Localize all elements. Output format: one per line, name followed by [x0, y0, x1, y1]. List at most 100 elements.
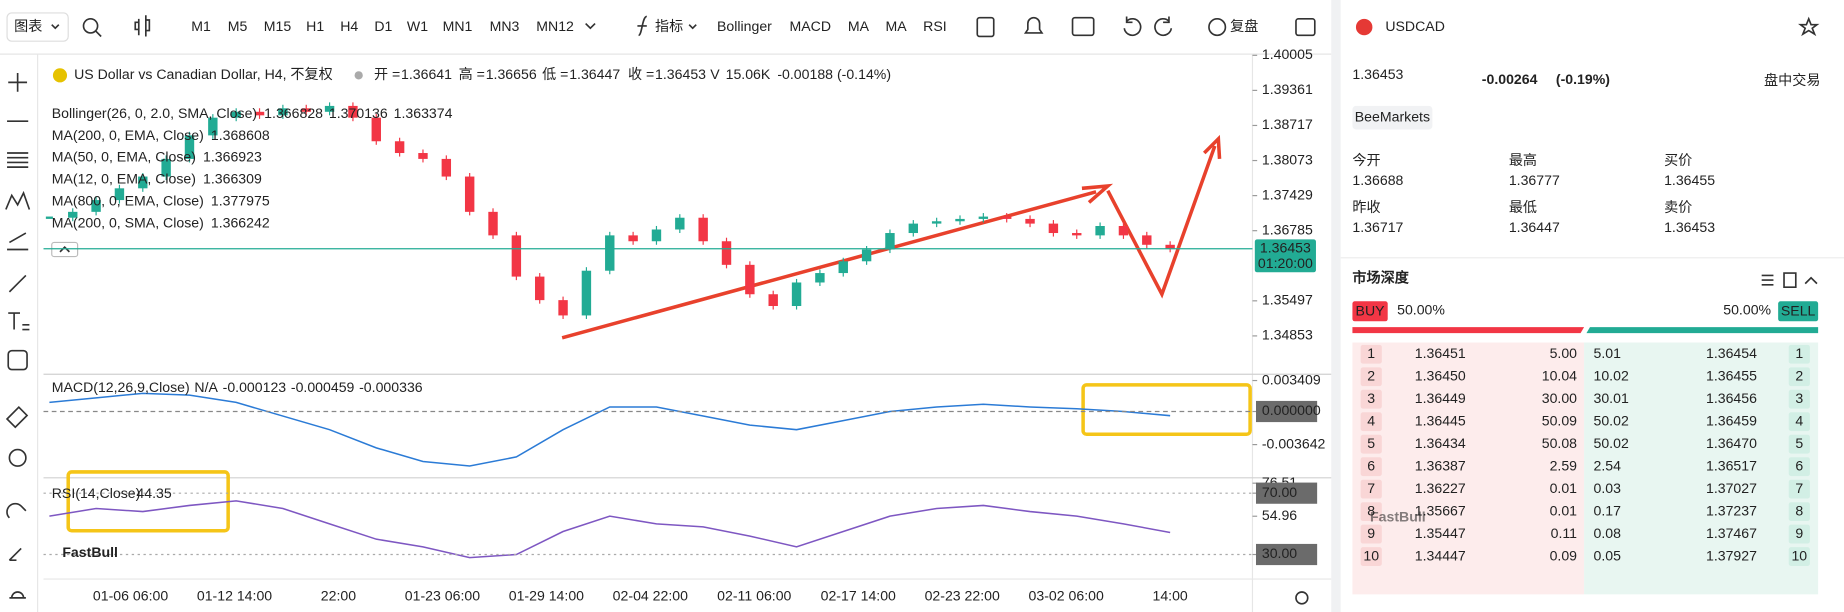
- symbol: USDCAD: [1385, 18, 1445, 34]
- ruler-tool[interactable]: [5, 406, 29, 429]
- lock-tool[interactable]: [8, 547, 22, 562]
- dropdown-icon[interactable]: [585, 22, 596, 30]
- indicator-button[interactable]: MA: [886, 18, 908, 34]
- brush-tool[interactable]: [8, 274, 27, 293]
- timeframe-button[interactable]: MN3: [490, 18, 520, 34]
- emoji-tool[interactable]: [7, 349, 28, 371]
- timeframe-button[interactable]: W1: [407, 18, 428, 34]
- y-tick-label: 1.39361: [1262, 81, 1313, 97]
- indicator-value: 1.366828: [264, 105, 323, 121]
- ask-price: 1.36517: [1706, 457, 1757, 473]
- bid-price: 1.36449: [1415, 390, 1466, 406]
- timeframe-button[interactable]: MN1: [443, 18, 473, 34]
- price: 1.36453: [1352, 66, 1403, 82]
- bid-index: 7: [1367, 480, 1375, 496]
- crosshair-tool[interactable]: [8, 72, 28, 92]
- chart-menu[interactable]: 图表: [14, 18, 42, 34]
- index-box: [1360, 502, 1382, 522]
- ask-price: 1.36455: [1706, 367, 1757, 383]
- indicator-button[interactable]: MACD: [790, 18, 832, 34]
- indicator-button[interactable]: Bollinger: [717, 18, 772, 34]
- trash-tool[interactable]: [9, 591, 26, 599]
- index-box: [1788, 412, 1810, 432]
- ask-price: 1.36456: [1706, 390, 1757, 406]
- magnet-tool[interactable]: [6, 502, 27, 519]
- timeframe-button[interactable]: H4: [340, 18, 358, 34]
- favorite-icon[interactable]: [1798, 16, 1820, 37]
- indicator-button[interactable]: RSI: [923, 18, 947, 34]
- sell-pct: 50.00%: [1723, 301, 1771, 317]
- timeframe-button[interactable]: H1: [306, 18, 324, 34]
- timeframe-button[interactable]: M1: [191, 18, 211, 34]
- y-tick-label: 70.00: [1262, 484, 1297, 500]
- index-box: [1360, 367, 1382, 387]
- pane-value: -0.000336: [359, 379, 423, 395]
- bid-price: 1.36387: [1415, 457, 1466, 473]
- bid-volume: 30.00: [1542, 390, 1577, 406]
- y-tick-label: 54.96: [1262, 507, 1297, 523]
- search-icon: [94, 30, 102, 38]
- change: -0.00264: [1482, 71, 1538, 87]
- fib-tool[interactable]: [7, 152, 29, 168]
- candle: [441, 158, 452, 177]
- settings-icon[interactable]: [1295, 591, 1309, 605]
- candle-type-icon[interactable]: [134, 15, 151, 37]
- index-box: [1788, 367, 1810, 387]
- alert-icon[interactable]: [1023, 16, 1044, 34]
- ask-index: 1: [1795, 345, 1803, 361]
- timeframe-button[interactable]: MN12: [536, 18, 574, 34]
- bid-price: 1.35447: [1415, 525, 1466, 541]
- x-tick-label: 22:00: [321, 587, 356, 603]
- candle: [418, 153, 428, 159]
- y-tick-box: [1255, 400, 1318, 423]
- candle: [1001, 216, 1012, 219]
- timeframe-button[interactable]: M5: [228, 18, 248, 34]
- calendar-icon[interactable]: [1071, 16, 1095, 37]
- depth-icons[interactable]: [1761, 272, 1818, 288]
- redo-icon[interactable]: [1154, 16, 1173, 37]
- search-icon[interactable]: [82, 18, 99, 34]
- candle: [1048, 223, 1059, 234]
- ask-area: [1584, 342, 1819, 595]
- indicator-name: MA(800, 0, EMA, Close): [52, 192, 204, 208]
- indicator-value: 1.366923: [203, 149, 262, 165]
- ask-index: 8: [1795, 502, 1803, 518]
- indicators-button[interactable]: 指标: [655, 18, 683, 34]
- undo-icon[interactable]: [1123, 16, 1142, 37]
- indicator-button[interactable]: MA: [848, 18, 870, 34]
- pattern-tool[interactable]: [5, 190, 31, 210]
- candle: [324, 105, 335, 112]
- arrow-head: [1081, 183, 1114, 204]
- y-tick-label: 1.40005: [1262, 46, 1313, 62]
- bid-volume: 50.08: [1542, 435, 1577, 451]
- x-tick-label: 01-29 14:00: [509, 587, 584, 603]
- sell-bar: [1586, 327, 1819, 334]
- bid-volume: 0.01: [1550, 480, 1578, 496]
- status-dot: [354, 71, 363, 80]
- replay-button[interactable]: 复盘: [1230, 18, 1258, 34]
- candle: [184, 135, 195, 159]
- zoom-tool[interactable]: [8, 448, 27, 467]
- stat-label: 卖价: [1664, 199, 1692, 215]
- text-tool[interactable]: [8, 312, 30, 331]
- timeframe-button[interactable]: M15: [264, 18, 292, 34]
- collapse-legend[interactable]: [51, 241, 79, 258]
- y-tick-label: 1.34853: [1262, 327, 1313, 343]
- layout-icon[interactable]: [976, 16, 995, 38]
- last-price-tag: [1254, 239, 1316, 273]
- forecast-tool[interactable]: [7, 232, 29, 251]
- chart-menu-box[interactable]: [6, 12, 69, 42]
- indicator-icon: [637, 15, 648, 37]
- candle: [535, 276, 545, 301]
- timeframe-button[interactable]: D1: [374, 18, 392, 34]
- candle: [1025, 218, 1035, 224]
- ask-volume: 0.03: [1594, 480, 1622, 496]
- replay-icon[interactable]: [1208, 18, 1227, 37]
- bid-volume: 0.01: [1550, 502, 1578, 518]
- buy-pct: 50.00%: [1397, 301, 1445, 317]
- ask-price: 1.37027: [1706, 480, 1757, 496]
- ask-volume: 10.02: [1594, 367, 1629, 383]
- indicator-value: 1.366309: [203, 171, 262, 187]
- bid-index: 8: [1367, 502, 1375, 518]
- fullscreen-icon[interactable]: [1295, 18, 1316, 37]
